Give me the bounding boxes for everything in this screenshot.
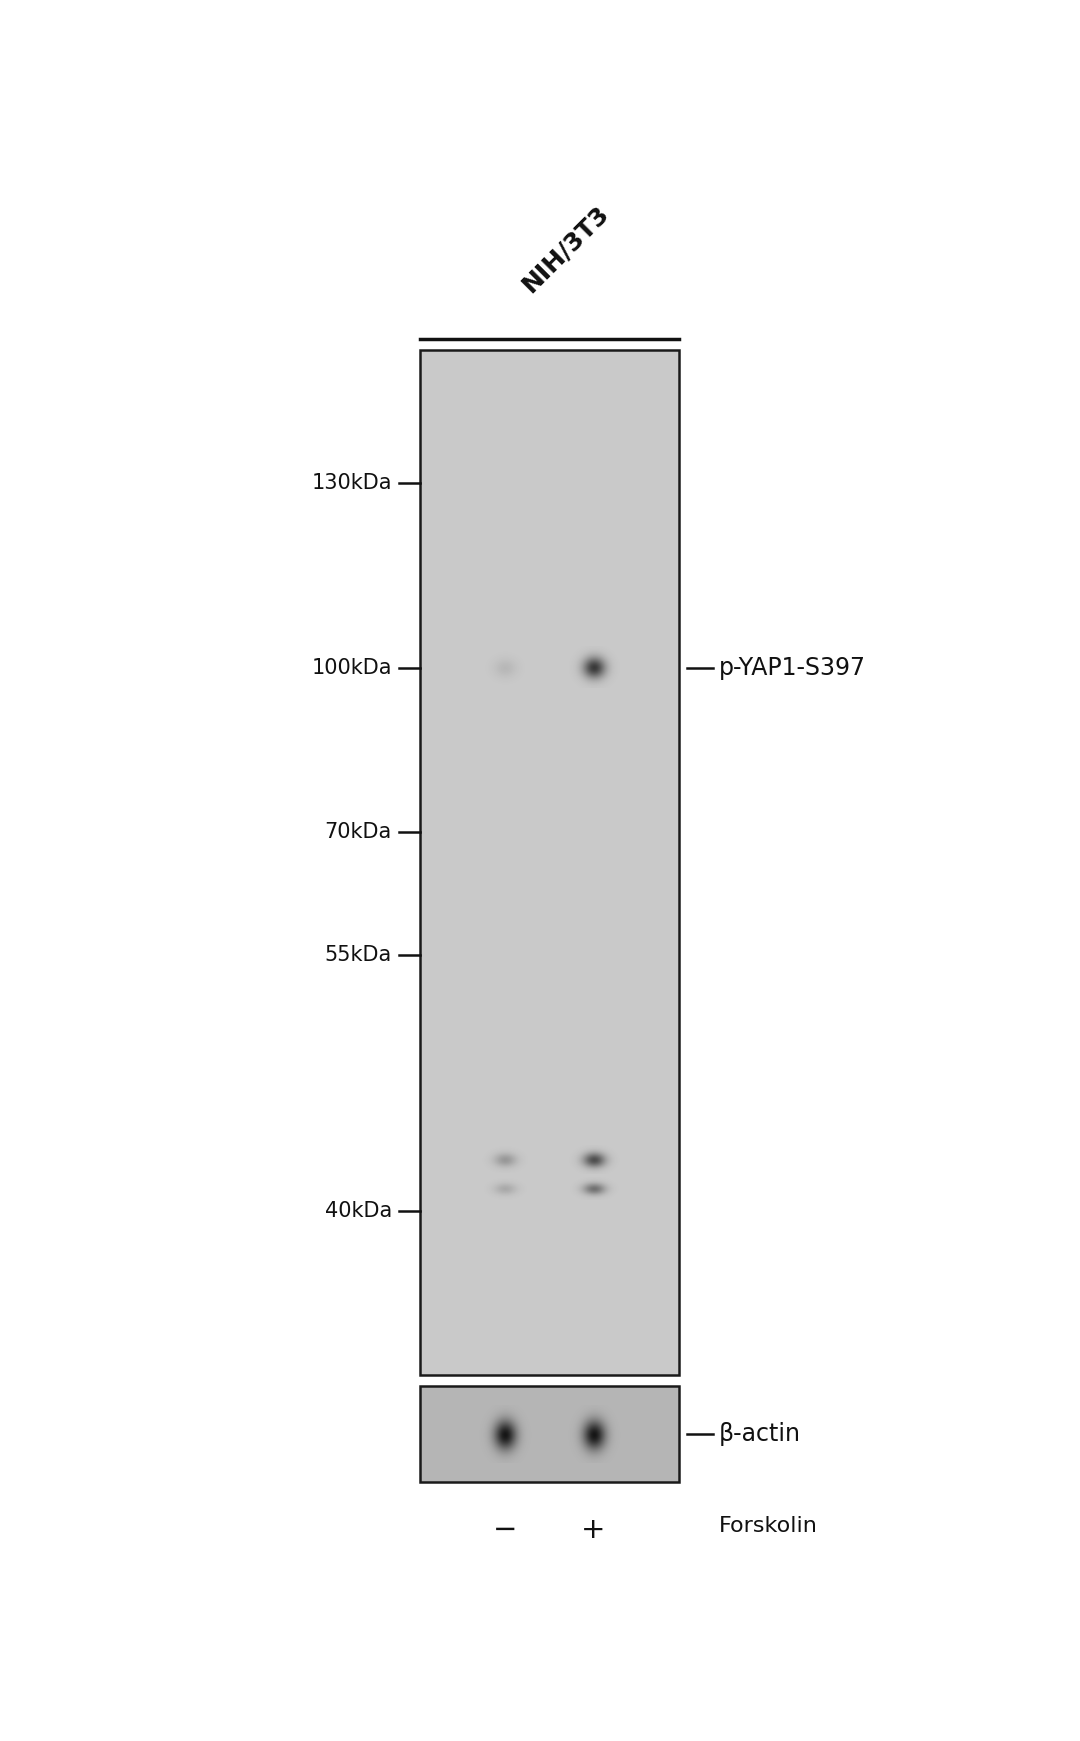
Text: 70kDa: 70kDa [325,822,392,841]
Text: Forskolin: Forskolin [719,1516,819,1536]
Text: β-actin: β-actin [719,1422,801,1447]
Text: 130kDa: 130kDa [311,474,392,493]
Text: 40kDa: 40kDa [325,1201,392,1220]
Bar [420,1386,679,1482]
Text: −: − [492,1516,517,1544]
Bar [420,350,679,1375]
Text: 55kDa: 55kDa [325,945,392,965]
Text: NIH/3T3: NIH/3T3 [518,202,615,298]
Text: +: + [581,1516,606,1544]
Text: 100kDa: 100kDa [311,658,392,677]
Text: p-YAP1-S397: p-YAP1-S397 [719,656,866,679]
